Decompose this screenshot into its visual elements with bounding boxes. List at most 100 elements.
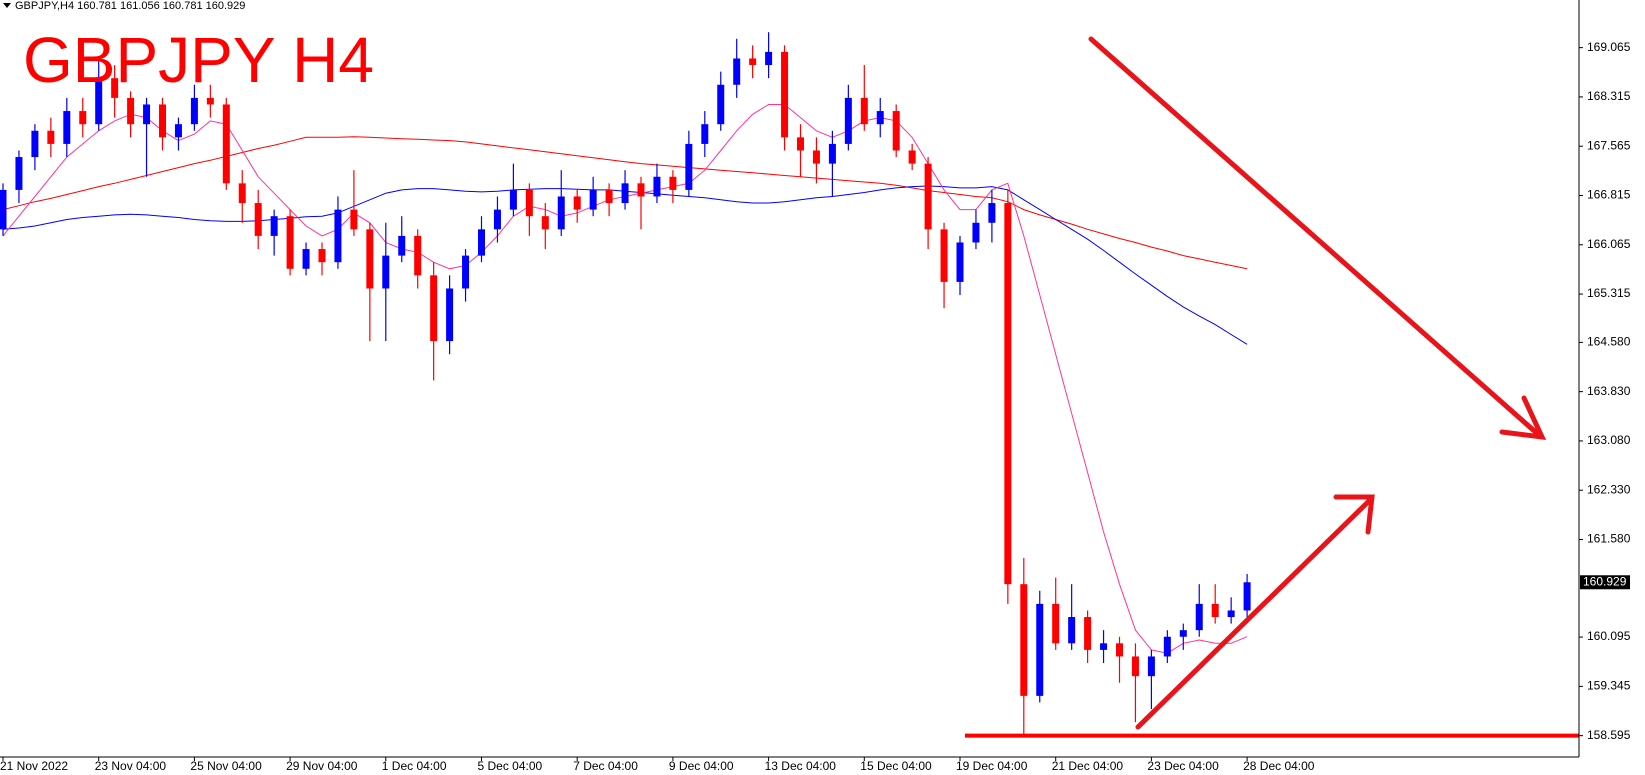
candle-body [988, 203, 996, 223]
candle-body [781, 51, 789, 138]
header: GBPJPY,H4 160.781 161.056 160.781 160.92… [15, 0, 245, 12]
candle-body [1068, 617, 1076, 644]
candle-body [653, 176, 661, 197]
candle-body [557, 196, 565, 230]
up-arrow [1135, 494, 1375, 730]
x-tick-label: 13 Dec 04:00 [765, 759, 837, 773]
candle-body [286, 216, 294, 269]
candle-body [446, 288, 454, 342]
candle-body [860, 97, 868, 125]
y-tick-label: 163.830 [1587, 384, 1631, 398]
candle-body [525, 189, 533, 217]
candle-body [637, 183, 645, 197]
y-tick-label: 167.565 [1587, 138, 1631, 152]
candle-body [733, 58, 741, 85]
candle-body [573, 196, 581, 210]
candle-body [127, 97, 135, 125]
candle-body [1227, 610, 1235, 618]
candle-body [1100, 643, 1108, 650]
header-arrow [3, 3, 11, 8]
x-tick-label: 1 Dec 04:00 [382, 759, 447, 773]
candle-body [749, 58, 757, 66]
candle-body [828, 143, 836, 164]
x-tick-label: 25 Nov 04:00 [190, 759, 262, 773]
candle-body [924, 163, 932, 230]
candle-body [541, 216, 549, 230]
candle-body [812, 150, 820, 164]
candle-body [509, 189, 517, 210]
candle-body [270, 216, 278, 236]
plot-area [0, 32, 1579, 738]
x-tick-label: 19 Dec 04:00 [956, 759, 1028, 773]
candle-body [1163, 636, 1171, 657]
candle-body [940, 229, 948, 282]
candle-body [206, 97, 214, 105]
candle-body [414, 235, 422, 276]
candle-body [717, 84, 725, 125]
candle-body [1211, 603, 1219, 618]
candle-body [1179, 630, 1187, 637]
candle-body [190, 97, 198, 125]
candle-body [238, 183, 246, 204]
last-price-label: 160.929 [1583, 574, 1627, 588]
candle-body [350, 209, 358, 230]
x-tick-label: 28 Dec 04:00 [1243, 759, 1315, 773]
candle-body [605, 189, 613, 204]
candle-body [669, 176, 677, 190]
candle-body [95, 78, 103, 125]
candle-body [302, 249, 310, 269]
candle-body [1116, 643, 1123, 657]
candle-body [430, 275, 438, 342]
candle-body [334, 209, 342, 263]
candle-body [143, 104, 151, 125]
x-tick-label: 21 Nov 2022 [0, 759, 68, 773]
candle-body [1036, 603, 1044, 696]
x-tick-label: 23 Nov 04:00 [95, 759, 167, 773]
candle-body [1195, 603, 1203, 631]
candle-body [462, 255, 470, 289]
y-tick-label: 164.580 [1587, 335, 1631, 349]
chart-title: GBPJPY H4 [23, 24, 374, 96]
candle-body [79, 111, 87, 125]
candle-body [366, 229, 374, 289]
candle-body [254, 203, 262, 236]
candle-body [589, 189, 597, 210]
candle-body [111, 78, 119, 98]
ma-line [2, 185, 1248, 345]
candle-body [31, 130, 39, 158]
candle-body [621, 183, 629, 204]
candle-body [765, 51, 773, 66]
candle-body [797, 137, 804, 151]
candle-body [701, 124, 709, 144]
candle-body [159, 104, 166, 138]
candle-body [174, 124, 182, 138]
candle-body [1147, 656, 1155, 677]
candle-body [1084, 617, 1092, 650]
candle-body [972, 222, 980, 243]
x-tick-label: 23 Dec 04:00 [1147, 759, 1219, 773]
y-tick-label: 166.065 [1587, 237, 1631, 251]
x-tick-label: 9 Dec 04:00 [669, 759, 734, 773]
down-arrow [1088, 36, 1547, 441]
ma-line [2, 136, 1248, 270]
candle-body [15, 157, 23, 190]
candle-body [908, 150, 916, 164]
y-tick-label: 166.815 [1587, 188, 1631, 202]
y-tick-label: 159.345 [1587, 679, 1631, 693]
candle-body [1020, 584, 1028, 696]
y-tick-label: 158.595 [1587, 728, 1631, 742]
candle-body [1243, 582, 1251, 611]
candle-body [382, 255, 390, 289]
candle-body [685, 143, 693, 190]
x-tick-label: 15 Dec 04:00 [860, 759, 932, 773]
candle-body [892, 111, 900, 151]
candle-body [1131, 656, 1139, 677]
candle-body [876, 111, 884, 125]
x-tick-label: 7 Dec 04:00 [573, 759, 638, 773]
candle-body [493, 209, 501, 230]
candle-body [1052, 603, 1060, 644]
y-tick-label: 163.080 [1587, 433, 1631, 447]
x-tick-label: 5 Dec 04:00 [478, 759, 543, 773]
candle-body [398, 235, 406, 256]
